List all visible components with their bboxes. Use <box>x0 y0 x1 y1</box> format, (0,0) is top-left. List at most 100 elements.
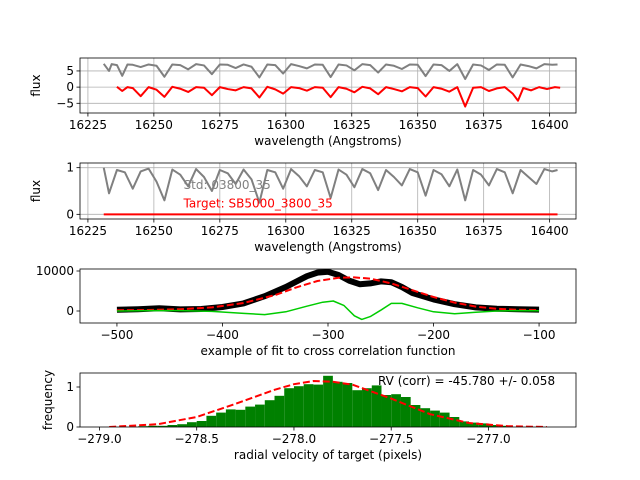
x-tick-label: 16375 <box>465 118 503 132</box>
histogram-bar <box>177 424 187 427</box>
y-tick-label: 1 <box>66 161 74 175</box>
y-axis-label: flux <box>29 180 43 202</box>
y-tick-label: 0 <box>66 304 74 318</box>
histogram-bar <box>342 383 353 427</box>
x-tick-label: 16400 <box>531 118 569 132</box>
histogram-bar <box>148 425 158 427</box>
histogram-bar <box>478 423 489 427</box>
x-tick-label: −200 <box>417 328 450 342</box>
histogram-bar <box>400 397 411 427</box>
annotation-label: Target: SB5000_3800_35 <box>183 197 333 211</box>
axes-frame <box>79 57 577 114</box>
x-tick-label: 16350 <box>399 118 437 132</box>
axes-frame <box>79 268 577 324</box>
histogram-bar <box>420 408 431 427</box>
histogram-bar <box>216 412 226 427</box>
histogram-bar <box>167 425 178 427</box>
histogram-bar <box>488 425 499 427</box>
plot-area <box>102 63 561 108</box>
x-tick-label: 16275 <box>201 224 239 238</box>
x-tick-label: 16225 <box>69 224 107 238</box>
plot-area <box>102 167 558 216</box>
x-tick-label: −500 <box>100 328 133 342</box>
x-tick-label: −100 <box>523 328 556 342</box>
series-line <box>116 85 561 108</box>
x-tick-label: 16325 <box>333 118 371 132</box>
rv-annotation: RV (corr) = -45.780 +/- 0.058 <box>378 374 555 388</box>
histogram-bar <box>225 409 236 427</box>
y-tick-label: 10000 <box>36 264 74 278</box>
x-tick-label: −278.5 <box>174 432 218 446</box>
histogram-bar <box>449 417 460 427</box>
y-tick-label: 0 <box>66 420 74 434</box>
x-tick-label: 16250 <box>135 118 173 132</box>
histogram-bar <box>430 410 440 427</box>
x-tick-label: 16325 <box>333 224 371 238</box>
histogram-bar <box>196 421 207 427</box>
histogram-bar <box>274 395 285 427</box>
histogram-bar <box>323 375 333 427</box>
y-tick-label: 5 <box>66 64 74 78</box>
histogram-bar <box>235 409 246 427</box>
plot-area <box>116 269 540 321</box>
y-axis-label: flux <box>29 74 43 96</box>
x-tick-label: 16300 <box>267 224 305 238</box>
y-tick-label: −5 <box>56 96 74 110</box>
series-line <box>116 300 540 321</box>
series-line <box>116 269 540 313</box>
annotation-label: Std: 03800_35 <box>184 178 271 192</box>
histogram-bar <box>284 388 294 427</box>
x-tick-label: 16300 <box>267 118 305 132</box>
x-tick-label: 16250 <box>135 224 173 238</box>
series-line <box>102 167 558 204</box>
x-tick-label: −300 <box>312 328 345 342</box>
histogram-bar <box>352 390 363 427</box>
histogram-bar <box>362 388 372 427</box>
histogram-bar <box>245 406 256 427</box>
histogram-bar <box>391 394 401 427</box>
histogram-panel: −279.0 −278.5 −278.0 −277.5 −277.0 0 1 radial v… <box>41 370 577 462</box>
y-axis-label: frequency <box>41 370 55 430</box>
series-line <box>116 276 540 312</box>
x-tick-label: −277.0 <box>466 432 510 446</box>
histogram-bar <box>303 384 314 427</box>
x-axis-label: wavelength (Angstroms) <box>254 240 401 254</box>
cross-correlation-panel: −500 −400 −300 −200 −100 10000 0 example of fit… <box>36 264 577 358</box>
histogram-bar <box>410 405 421 427</box>
gaussian-fit-line <box>109 379 547 427</box>
x-tick-label: 16225 <box>69 118 107 132</box>
x-tick-label: 16375 <box>465 224 503 238</box>
spectra-panel: 16225 16250 16275 16300 16325 16350 16375 16400… <box>29 57 577 148</box>
histogram-bar <box>381 395 392 427</box>
y-tick-label: 1 <box>66 380 74 394</box>
histogram-bar <box>439 412 450 427</box>
x-tick-label: −277.5 <box>369 432 413 446</box>
x-tick-label: 16400 <box>531 224 569 238</box>
x-tick-label: −279.0 <box>77 432 121 446</box>
axes-frame <box>79 162 577 220</box>
histogram-bar <box>469 422 479 427</box>
normalized-spectra-panel: 16225 16250 16275 16300 16325 16350 16375 16400… <box>29 161 577 254</box>
x-tick-label: −400 <box>206 328 239 342</box>
histogram-bar <box>255 404 265 427</box>
y-tick-label: 0 <box>66 207 74 221</box>
plot-area <box>109 375 547 427</box>
series-line <box>102 63 558 81</box>
x-axis-label: wavelength (Angstroms) <box>254 134 401 148</box>
histogram-bar <box>186 422 197 427</box>
x-axis-label: example of fit to cross correlation func… <box>201 344 456 358</box>
x-tick-label: 16350 <box>399 224 437 238</box>
histogram-bar <box>264 400 275 427</box>
y-tick-label: 0 <box>66 80 74 94</box>
x-axis-label: radial velocity of target (pixels) <box>234 448 422 462</box>
x-tick-label: −278.0 <box>272 432 316 446</box>
histogram-bar <box>293 386 304 427</box>
histogram-bar <box>332 381 343 427</box>
histogram-bar <box>498 425 508 427</box>
x-tick-label: 16275 <box>201 118 239 132</box>
histogram-bar <box>206 415 217 427</box>
histogram-bar <box>157 425 168 427</box>
histogram-bar <box>371 385 382 427</box>
axes-frame <box>79 372 577 428</box>
